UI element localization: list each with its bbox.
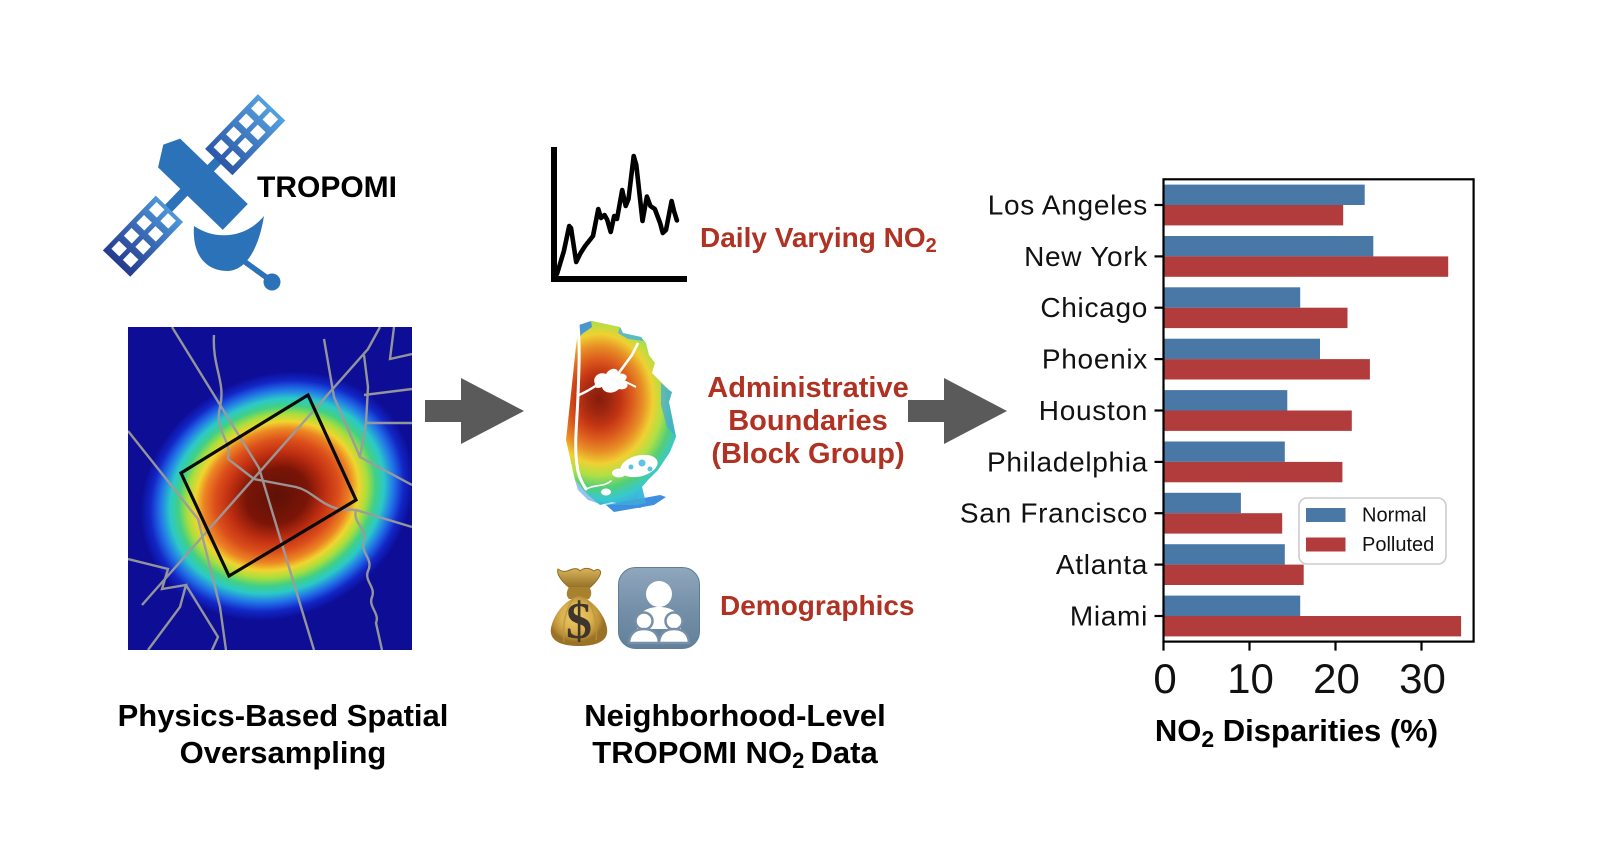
svg-text:Chicago: Chicago (1040, 292, 1148, 323)
svg-text:New York: New York (1024, 241, 1148, 272)
svg-text:Los Angeles: Los Angeles (988, 190, 1148, 221)
svg-text:Polluted: Polluted (1362, 534, 1434, 556)
svg-text:20: 20 (1313, 655, 1360, 702)
svg-text:San Francisco: San Francisco (960, 498, 1148, 529)
svg-text:30: 30 (1399, 655, 1446, 702)
svg-text:Atlanta: Atlanta (1056, 549, 1148, 580)
svg-text:Houston: Houston (1039, 395, 1148, 426)
svg-text:Normal: Normal (1362, 505, 1426, 527)
svg-text:0: 0 (1153, 655, 1176, 702)
svg-text:$: $ (566, 593, 592, 648)
svg-text:Phoenix: Phoenix (1042, 344, 1148, 375)
svg-text:Philadelphia: Philadelphia (987, 446, 1148, 477)
svg-text:NO2 Disparities (%): NO2 Disparities (%) (1155, 713, 1438, 752)
svg-text:10: 10 (1227, 655, 1274, 702)
svg-text:Miami: Miami (1070, 601, 1148, 632)
